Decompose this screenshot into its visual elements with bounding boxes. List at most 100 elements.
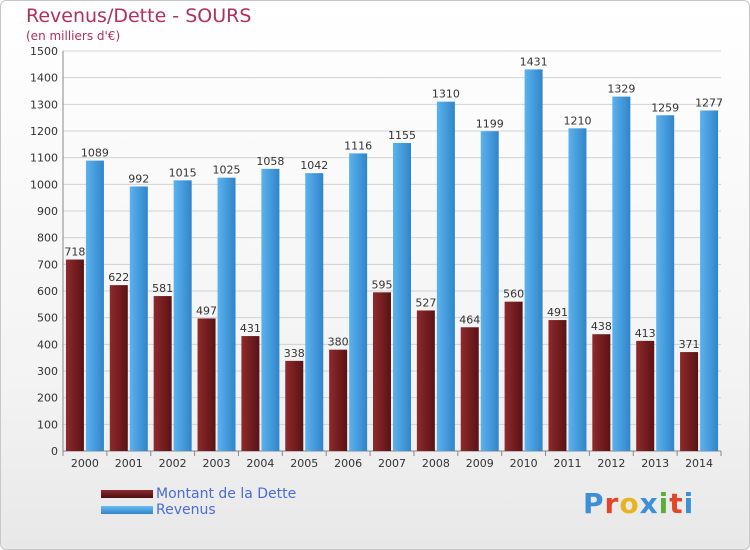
data-label: 491	[547, 306, 568, 319]
data-label: 1089	[81, 147, 109, 160]
y-tick-label: 200	[37, 392, 58, 405]
x-tick-label: 2007	[378, 457, 406, 470]
bar-dette	[329, 349, 348, 451]
y-tick-label: 900	[37, 205, 58, 218]
bar-dette	[592, 334, 611, 451]
y-tick-label: 100	[37, 418, 58, 431]
bar-revenus	[217, 177, 236, 451]
bar-dette	[65, 259, 84, 451]
logo-letter: i	[658, 487, 670, 520]
x-tick-label: 2010	[510, 457, 538, 470]
data-label: 497	[196, 304, 217, 317]
data-label: 1310	[432, 88, 460, 101]
bar-revenus	[393, 143, 411, 451]
data-label: 1431	[520, 55, 548, 68]
y-tick-label: 0	[51, 445, 58, 458]
x-tick-label: 2013	[641, 457, 669, 470]
logo-letter: r	[604, 487, 620, 520]
data-label: 1025	[213, 164, 241, 177]
y-tick-label: 300	[37, 365, 58, 378]
axes: 0 100 200 300 400 500 600 700 800 900 1000 1100 1200…	[30, 45, 722, 470]
x-tick-label: 2012	[597, 457, 625, 470]
legend-swatch-dette	[101, 490, 153, 498]
legend-label-revenus: Revenus	[156, 502, 216, 518]
data-label: 1199	[476, 117, 504, 130]
data-label: 1015	[169, 166, 197, 179]
grid-lines	[63, 50, 721, 452]
data-label: 380	[328, 336, 349, 349]
bar-dette	[548, 320, 567, 451]
data-labels: 718 1089 622 992 581 1015 497 1025 431 1058 338 104…	[64, 55, 723, 359]
data-label: 464	[459, 313, 480, 326]
bar-dette	[153, 296, 172, 451]
y-tick-label: 1100	[30, 152, 58, 165]
data-label: 581	[152, 282, 173, 295]
x-tick-label: 2001	[115, 457, 143, 470]
x-tick-label: 2008	[422, 457, 450, 470]
data-label: 595	[372, 278, 393, 291]
data-label: 1329	[607, 83, 635, 96]
x-tick-label: 2009	[466, 457, 494, 470]
chart-title: Revenus/Dette - SOURS	[26, 5, 252, 27]
legend-swatch-revenus	[101, 506, 153, 514]
bar-dette	[680, 352, 699, 451]
bar-dette	[197, 318, 216, 451]
y-tick-label: 800	[37, 232, 58, 245]
data-label: 1259	[651, 101, 679, 114]
x-tick-label: 2005	[290, 457, 318, 470]
bar-revenus	[85, 160, 104, 451]
data-label: 1155	[388, 129, 416, 142]
bar-revenus	[305, 173, 324, 451]
bar-dette	[504, 301, 523, 451]
y-tick-label: 1400	[30, 72, 58, 85]
bar-dette	[373, 292, 391, 451]
data-label: 438	[591, 320, 612, 333]
legend-label-dette: Montant de la Dette	[156, 486, 297, 502]
y-tick-label: 500	[37, 312, 58, 325]
bar-dette	[285, 360, 304, 451]
logo-letter: P	[583, 487, 605, 520]
data-label: 1116	[344, 139, 372, 152]
bar-revenus	[656, 115, 675, 452]
y-tick-label: 400	[37, 338, 58, 351]
proxiti-logo: Proxiti	[583, 487, 694, 520]
y-tick-label: 1500	[30, 45, 58, 58]
bar-revenus	[436, 101, 455, 452]
bars	[65, 69, 719, 452]
bar-revenus	[612, 96, 631, 451]
data-label: 371	[679, 338, 700, 351]
data-label: 560	[503, 288, 524, 301]
x-tick-label: 2011	[553, 457, 581, 470]
bar-revenus	[480, 131, 499, 451]
y-tick-label: 1300	[30, 98, 58, 111]
x-tick-label: 2003	[203, 457, 231, 470]
logo-letter: o	[619, 487, 640, 520]
y-tick-label: 1200	[30, 125, 58, 138]
data-label: 622	[108, 271, 129, 284]
bar-dette	[460, 327, 479, 451]
bar-revenus	[173, 180, 192, 452]
data-label: 1210	[563, 114, 591, 127]
bar-dette	[241, 336, 260, 451]
data-label: 718	[64, 246, 85, 259]
x-tick-label: 2002	[159, 457, 187, 470]
bar-revenus	[349, 153, 368, 451]
logo-letter: i	[683, 487, 695, 520]
y-tick-label: 1000	[30, 178, 58, 191]
chart-subtitle: (en milliers d'€)	[26, 29, 121, 43]
logo-letter: t	[669, 487, 684, 520]
bar-revenus	[568, 128, 587, 451]
data-label: 338	[284, 347, 305, 360]
bar-dette	[416, 310, 435, 451]
x-tick-label: 2004	[246, 457, 274, 470]
y-tick-label: 600	[37, 285, 58, 298]
y-tick-label: 700	[37, 258, 58, 271]
data-label: 1058	[256, 155, 284, 168]
logo-letter: x	[639, 487, 659, 520]
bar-revenus	[261, 168, 280, 451]
x-tick-label: 2006	[334, 457, 362, 470]
bar-revenus	[129, 186, 148, 451]
bar-dette	[109, 285, 128, 451]
